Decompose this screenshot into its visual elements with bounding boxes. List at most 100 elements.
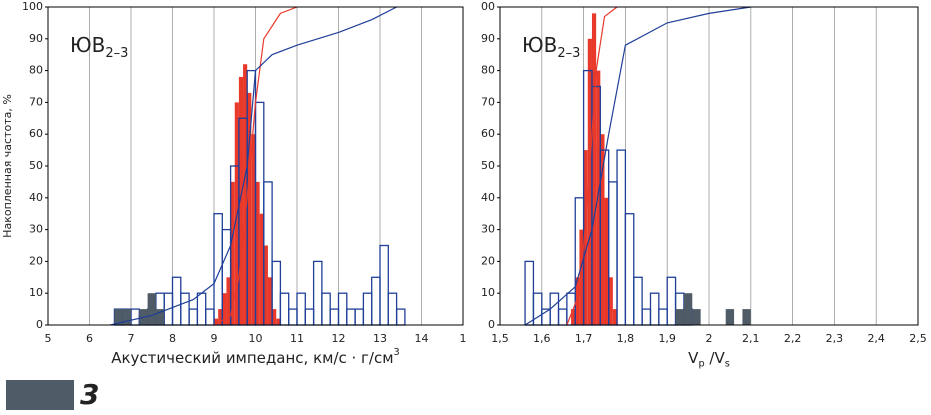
x-tick-label: 2,5 [909,332,927,345]
histogram-bar [604,197,609,325]
histogram-bar [288,308,298,326]
y-tick-label: 20 [29,254,43,267]
rich-text: Vp /Vs [688,349,730,370]
text-part: 2–3 [105,46,128,61]
histogram-bar [263,245,268,325]
histogram-bar [337,292,348,326]
y-tick-label: 30 [481,223,495,236]
histogram-bar [218,309,223,325]
y-tick-label: 70 [29,95,43,108]
histogram-bar [196,292,207,326]
rich-text: ЮВ2–3 [70,33,128,61]
rich-text: ЮВ2–3 [522,33,580,61]
histogram-bar [114,309,123,325]
histogram-bar [255,181,260,325]
histogram-bar [243,64,248,326]
histogram-bar [395,308,406,326]
text-part: ЮВ [70,33,105,57]
histogram-bar [180,292,190,326]
x-tick-label: 5 [45,332,52,345]
histogram-bar [579,229,584,325]
histogram-bar [276,318,281,325]
histogram-bar [222,293,227,325]
text-part: /V [705,349,726,367]
histogram-bar [692,309,701,325]
x-tick-label: 1 [460,332,467,345]
histogram-bar [171,276,182,326]
histogram-bar [725,309,735,325]
y-tick-label: 20 [481,254,495,267]
x-tick-label: 1,9 [658,332,676,345]
cumulative-line [524,6,751,326]
y-tick-label: 40 [29,191,43,204]
histogram-bar [267,277,273,325]
histogram-bar [259,213,264,325]
x-tick-label: 10 [249,332,263,345]
histogram-bar [362,292,373,326]
y-axis-label: Накопленная частота, % [1,94,14,238]
y-tick-label: 50 [481,159,495,172]
plot-frame [47,6,464,326]
histogram-bar [587,38,592,326]
x-tick-label: 7 [128,332,135,345]
histogram-bar [354,308,365,326]
y-tick-label: 60 [481,127,495,140]
y-tick-label: 10 [481,286,495,299]
x-tick-label: 1,5 [491,332,509,345]
plot-frame [499,6,919,326]
x-tick-label: 2,1 [742,332,760,345]
histogram-bar [230,181,235,325]
histogram-bar [624,213,635,326]
text-part: ЮВ [522,33,557,57]
histogram-bar [583,150,588,325]
histogram-bar [666,276,677,326]
x-tick-label: 2,2 [784,332,802,345]
cumulative-line [213,6,298,326]
histogram-bar [296,292,306,326]
histogram-bar [379,244,389,326]
histogram-bar [649,292,660,326]
y-tick-label: 0 [488,318,495,331]
y-tick-label: 100 [22,0,43,13]
y-tick-label: 10 [29,286,43,299]
x-tick-label: 1,6 [533,332,551,345]
y-tick-label: 00 [481,0,495,13]
rich-text: Акустический импеданс, км/с · г/см3 [111,347,400,367]
histogram-bar [346,308,356,326]
histogram-bar [683,293,693,325]
cumulative-line [566,6,618,326]
y-tick-label: 30 [29,223,43,236]
x-tick-label: 12 [332,332,346,345]
histogram-bar [214,318,219,325]
histogram-bar [251,134,256,325]
histogram-bar [321,292,331,326]
histogram-bar [188,308,199,326]
x-tick-label: 2 [706,332,713,345]
histogram-bar [524,260,535,326]
x-tick-label: 13 [373,332,387,345]
histogram-bar [279,292,290,326]
text-part: Акустический импеданс, км/с · г/см [111,349,393,367]
y-tick-label: 80 [29,64,43,77]
histogram-bar [122,309,131,325]
histogram-bar [329,308,340,326]
text-part: s [725,358,730,369]
histogram-bar [571,309,576,325]
histogram-bar [155,309,165,325]
x-tick-label: 1,8 [617,332,635,345]
histogram-bar [304,308,315,326]
x-tick-label: 6 [86,332,93,345]
y-tick-label: 90 [481,32,495,45]
histogram-bar [371,276,381,326]
histogram-bar [596,70,601,325]
histogram-bar [387,292,398,326]
histogram-bar [600,134,605,325]
histogram-bar [575,277,580,325]
histogram-bar [591,13,597,326]
histogram-bar [616,149,627,326]
text-part: p [698,358,704,369]
text-part: 3 [394,347,400,358]
histogram-bar [532,292,543,326]
